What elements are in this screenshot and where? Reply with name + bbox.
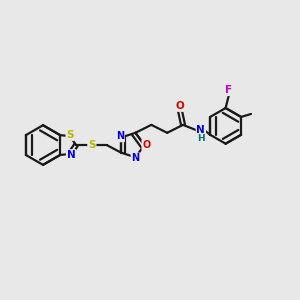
Text: S: S: [88, 140, 96, 150]
Text: N: N: [131, 153, 140, 163]
Text: H: H: [197, 134, 205, 143]
Text: N: N: [196, 125, 205, 135]
Text: O: O: [142, 140, 151, 150]
Text: S: S: [66, 130, 74, 140]
Text: F: F: [225, 85, 232, 95]
Text: N: N: [116, 131, 124, 142]
Text: O: O: [176, 101, 184, 111]
Text: N: N: [67, 150, 75, 160]
